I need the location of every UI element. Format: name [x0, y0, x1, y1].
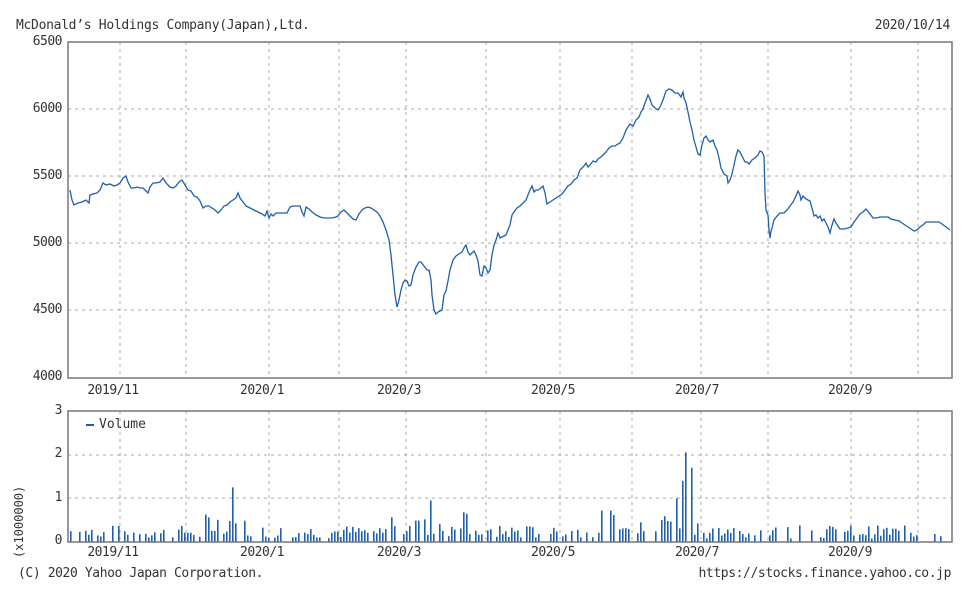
x-tick-2020-9: 2020/9: [828, 383, 872, 398]
vol-x-tick-2020-1: 2020/1: [240, 545, 284, 560]
x-tick-2020-1: 2020/1: [240, 383, 284, 398]
copyright-text: (C) 2020 Yahoo Japan Corporation.: [18, 566, 264, 581]
volume-plot-frame: [67, 410, 953, 543]
vol-x-tick-2020-3: 2020/3: [377, 545, 421, 560]
source-url: https://stocks.finance.yahoo.co.jp: [698, 566, 951, 581]
x-tick-2019-11: 2019/11: [87, 383, 139, 398]
price-tick-4000: 4000: [32, 369, 63, 384]
legend-label: Volume: [99, 417, 146, 432]
vol-x-tick-2020-7: 2020/7: [675, 545, 719, 560]
volume-legend: Volume: [86, 417, 146, 432]
volume-tick-2: 2: [54, 446, 63, 461]
vol-x-tick-2020-5: 2020/5: [531, 545, 575, 560]
price-line: [69, 88, 951, 316]
vol-x-tick-2019-11: 2019/11: [87, 545, 139, 560]
volume-tick-3: 3: [54, 403, 63, 418]
volume-gridlines: [68, 411, 952, 542]
vol-x-tick-2020-9: 2020/9: [828, 545, 872, 560]
x-tick-2020-7: 2020/7: [675, 383, 719, 398]
price-tick-6000: 6000: [32, 101, 63, 116]
legend-swatch-icon: [86, 423, 94, 426]
volume-tick-0: 0: [54, 533, 63, 548]
price-tick-5500: 5500: [32, 168, 63, 183]
price-tick-5000: 5000: [32, 235, 63, 250]
volume-tick-1: 1: [54, 490, 63, 505]
price-tick-6500: 6500: [32, 34, 63, 49]
volume-bars: [70, 452, 942, 542]
price-plot-frame: [67, 41, 953, 379]
x-tick-2020-3: 2020/3: [377, 383, 421, 398]
price-tick-4500: 4500: [32, 302, 63, 317]
chart-title: McDonald’s Holdings Company(Japan),Ltd.: [16, 18, 310, 33]
price-gridlines: [68, 42, 952, 378]
chart-date: 2020/10/14: [874, 18, 951, 33]
x-tick-2020-5: 2020/5: [531, 383, 575, 398]
